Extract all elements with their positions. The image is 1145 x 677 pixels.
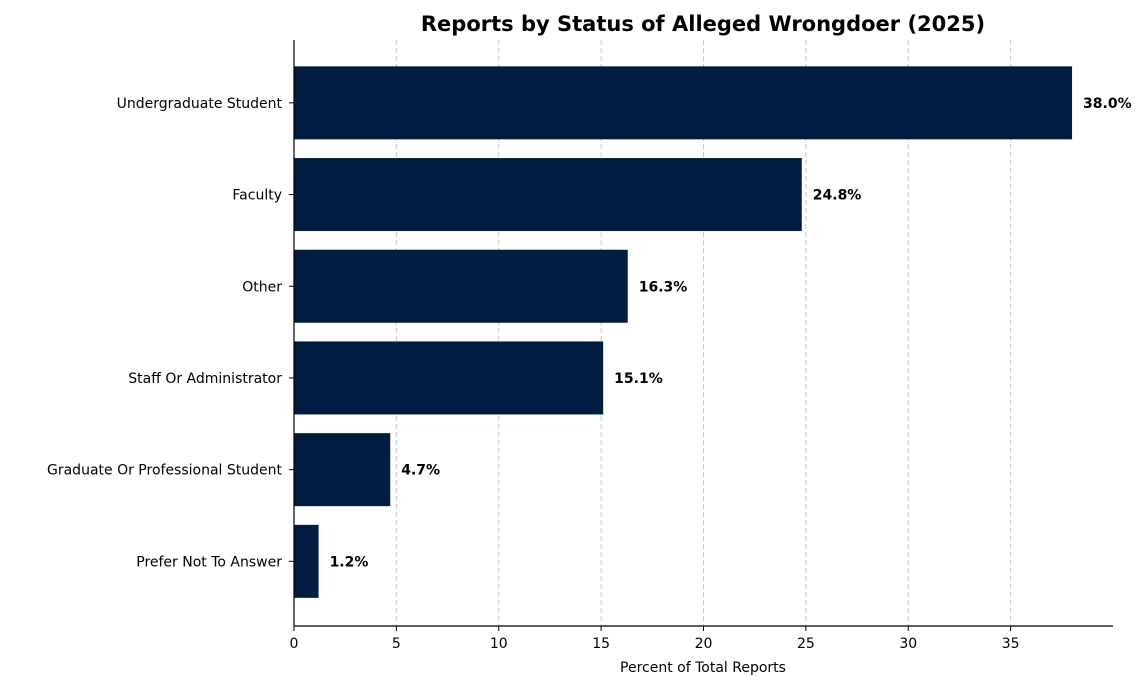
bar-value-label-4: 4.7% bbox=[401, 463, 440, 479]
bars bbox=[294, 66, 1072, 598]
y-tick-label-0: Undergraduate Student bbox=[117, 96, 283, 112]
x-axis-label: Percent of Total Reports bbox=[620, 660, 786, 676]
x-tick-label-0: 0 bbox=[290, 636, 299, 652]
x-tick-label-20: 20 bbox=[695, 636, 713, 652]
bar-3 bbox=[294, 341, 603, 414]
y-tick-label-2: Other bbox=[242, 279, 282, 295]
y-tick-label-1: Faculty bbox=[232, 188, 282, 204]
bar-value-label-3: 15.1% bbox=[614, 371, 663, 387]
x-tick-label-30: 30 bbox=[899, 636, 917, 652]
x-tick-label-5: 5 bbox=[392, 636, 401, 652]
bar-value-label-1: 24.8% bbox=[813, 188, 862, 204]
bar-2 bbox=[294, 250, 628, 323]
bar-value-label-0: 38.0% bbox=[1083, 96, 1132, 112]
bar-0 bbox=[294, 66, 1072, 139]
x-tick-label-15: 15 bbox=[592, 636, 610, 652]
x-tick-label-25: 25 bbox=[797, 636, 815, 652]
bar-5 bbox=[294, 525, 319, 598]
bar-value-label-5: 1.2% bbox=[330, 554, 369, 570]
y-tick-label-4: Graduate Or Professional Student bbox=[47, 463, 283, 479]
bar-value-label-2: 16.3% bbox=[639, 279, 688, 295]
chart-title: Reports by Status of Alleged Wrongdoer (… bbox=[421, 12, 985, 36]
y-tick-label-5: Prefer Not To Answer bbox=[136, 554, 282, 570]
y-tick-label-3: Staff Or Administrator bbox=[128, 371, 282, 387]
bar-1 bbox=[294, 158, 802, 231]
x-tick-label-10: 10 bbox=[490, 636, 508, 652]
bar-4 bbox=[294, 433, 390, 506]
x-tick-label-35: 35 bbox=[1002, 636, 1020, 652]
